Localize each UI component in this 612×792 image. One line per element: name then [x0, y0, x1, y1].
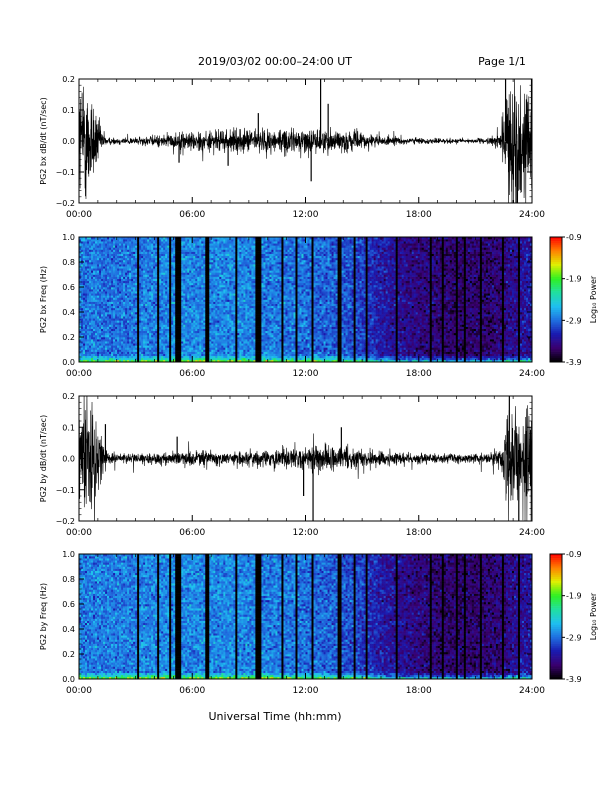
magnetometer-figure: 2019/03/02 00:00–24:00 UT Page 1/1 00:00…	[0, 0, 612, 792]
y-tick-label: 0.2	[62, 333, 75, 342]
x-tick-label: 12:00	[293, 369, 319, 379]
x-tick-label: 24:00	[519, 210, 545, 220]
colorbar-tick-label: -0.9	[566, 550, 582, 559]
x-axis-title: Universal Time (hh:mm)	[209, 710, 342, 723]
y-tick-label: −0.1	[56, 486, 75, 495]
colorbar-tick-label: -2.9	[566, 316, 582, 325]
y-axis-title: PG2 by Freq (Hz)	[39, 583, 48, 650]
x-tick-label: 06:00	[179, 686, 205, 696]
y-tick-label: 0.8	[62, 575, 75, 584]
x-tick-label: 18:00	[406, 210, 432, 220]
y-tick-label: 0.2	[62, 650, 75, 659]
colorbar-title: Log₁₀ Power	[589, 592, 598, 640]
colorbar-tick-label: -0.9	[566, 233, 582, 242]
y-axis-title: PG2 bx dB/dt (nT/sec)	[39, 97, 48, 184]
y-tick-label: 0.2	[62, 392, 75, 401]
series-trace	[79, 383, 532, 535]
y-tick-label: 0.6	[62, 600, 75, 609]
y-tick-label: −0.1	[56, 168, 75, 177]
x-tick-label: 12:00	[293, 528, 319, 538]
y-tick-label: 0.0	[62, 358, 75, 367]
colorbar-title: Log₁₀ Power	[589, 275, 598, 323]
panel-by-spectrogram: -0.9 -1.9 -2.9 -3.9 Log₁₀ Power 00:00 06:00 12:…	[39, 550, 598, 696]
y-tick-label: 1.0	[62, 233, 75, 242]
panel-bx-time-series: 00:00 06:00 12:00 18:00 24:00 0.2 0.1 0.0 −0.1 −0…	[39, 56, 545, 225]
y-tick-label: 0.0	[62, 455, 75, 464]
colorbar-tick-label: -3.9	[566, 675, 582, 684]
x-tick-label: 06:00	[179, 210, 205, 220]
colorbar-tick-label: -3.9	[566, 358, 582, 367]
y-tick-label: 0.1	[62, 423, 75, 432]
x-tick-label: 06:00	[179, 369, 205, 379]
x-tick-label: 24:00	[519, 369, 545, 379]
x-tick-label: 24:00	[519, 686, 545, 696]
y-tick-label: 0.2	[62, 75, 75, 84]
y-tick-label: 0.4	[62, 625, 75, 634]
x-tick-label: 00:00	[66, 210, 92, 220]
y-axis-title: PG2 bx Freq (Hz)	[39, 266, 48, 333]
figure-title: 2019/03/02 00:00–24:00 UT	[198, 55, 352, 68]
panel-bx-spectrogram: -0.9 -1.9 -2.9 -3.9 Log₁₀ Power 00:00 06:00 12:…	[39, 233, 598, 379]
y-axis-title: PG2 by dB/dt (nT/sec)	[39, 415, 48, 502]
x-tick-label: 00:00	[66, 528, 92, 538]
spectrogram-cells	[79, 237, 532, 362]
x-tick-label: 00:00	[66, 686, 92, 696]
colorbar: -0.9 -1.9 -2.9 -3.9 Log₁₀ Power	[550, 233, 598, 367]
colorbar: -0.9 -1.9 -2.9 -3.9 Log₁₀ Power	[550, 550, 598, 684]
colorbar-tick-label: -1.9	[566, 592, 582, 601]
x-tick-label: 00:00	[66, 369, 92, 379]
x-tick-label: 18:00	[406, 369, 432, 379]
y-tick-label: 1.0	[62, 550, 75, 559]
x-tick-label: 18:00	[406, 686, 432, 696]
y-tick-label: 0.0	[62, 137, 75, 146]
x-tick-label: 18:00	[406, 528, 432, 538]
x-tick-label: 24:00	[519, 528, 545, 538]
y-tick-label: 0.0	[62, 675, 75, 684]
y-tick-label: 0.4	[62, 308, 75, 317]
y-tick-label: 0.1	[62, 106, 75, 115]
panel-by-time-series: 00:00 06:00 12:00 18:00 24:00 0.2 0.1 0.0 −0.1 −0…	[39, 383, 545, 538]
y-tick-label: −0.2	[56, 199, 75, 208]
page-indicator: Page 1/1	[478, 55, 526, 68]
x-tick-label: 12:00	[293, 686, 319, 696]
colorbar-tick-label: -1.9	[566, 275, 582, 284]
colorbar-tick-label: -2.9	[566, 633, 582, 642]
y-tick-label: 0.8	[62, 258, 75, 267]
spectrogram-cells	[79, 554, 532, 679]
y-tick-label: −0.2	[56, 517, 75, 526]
y-tick-label: 0.6	[62, 283, 75, 292]
x-tick-label: 06:00	[179, 528, 205, 538]
x-tick-label: 12:00	[293, 210, 319, 220]
